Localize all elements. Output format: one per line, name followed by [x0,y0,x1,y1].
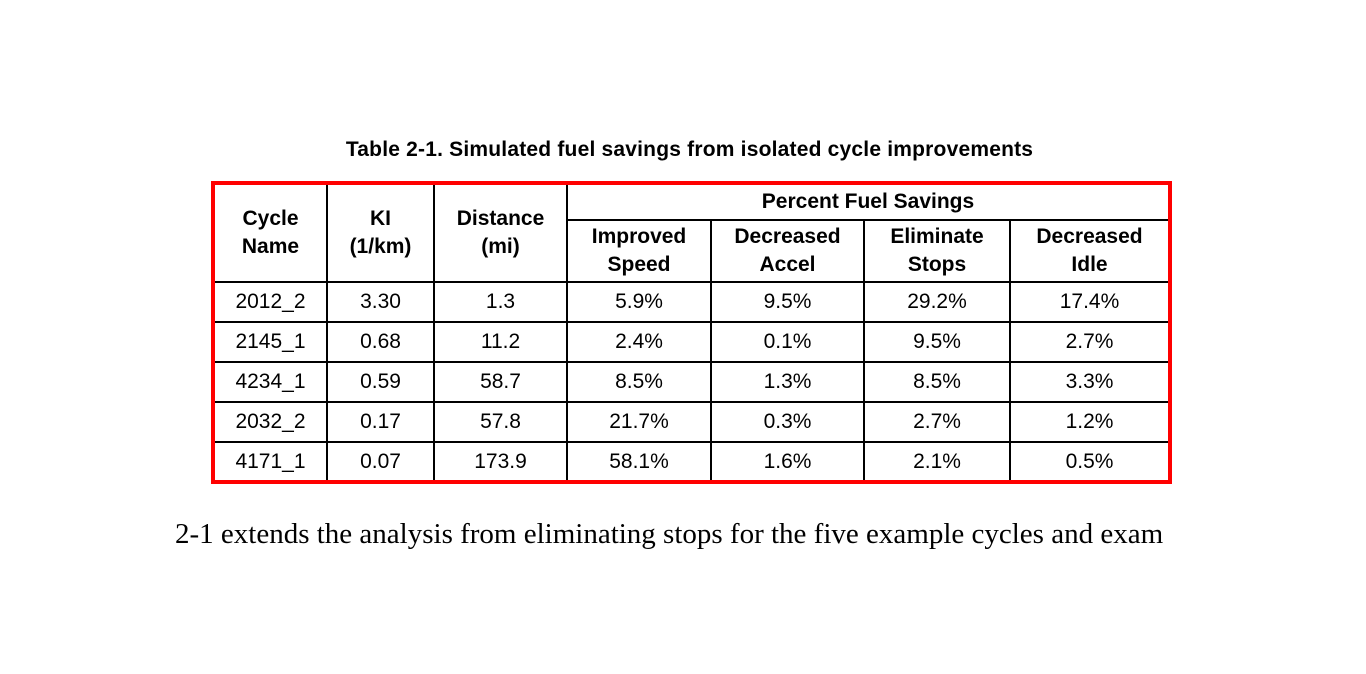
cell-cycle-name: 2145_1 [212,321,328,363]
table-row: 2012_2 3.30 1.3 5.9% 9.5% 29.2% 17.4% [212,281,1171,323]
cell-decreased-accel: 0.1% [710,321,865,363]
cell-distance: 58.7 [433,361,568,403]
fuel-savings-table: Cycle Name KI (1/km) Distance (mi) Perce… [211,181,1172,484]
cell-distance: 1.3 [433,281,568,323]
cell-improved-speed: 21.7% [566,401,712,443]
cell-eliminate-stops: 9.5% [863,321,1011,363]
cell-eliminate-stops: 2.1% [863,441,1011,483]
cell-decreased-accel: 1.3% [710,361,865,403]
header-row-top: Cycle Name KI (1/km) Distance (mi) Perce… [212,182,1171,283]
cell-cycle-name: 4234_1 [212,361,328,403]
cell-decreased-accel: 1.6% [710,441,865,483]
cell-ki: 3.30 [326,281,435,323]
table-row: 4234_1 0.59 58.7 8.5% 1.3% 8.5% 3.3% [212,361,1171,403]
cell-decreased-accel: 9.5% [710,281,865,323]
cell-improved-speed: 58.1% [566,441,712,483]
table-row: 4171_1 0.07 173.9 58.1% 1.6% 2.1% 0.5% [212,441,1171,483]
col-header-decreased-accel: Decreased Accel [710,219,865,283]
cell-decreased-idle: 1.2% [1009,401,1171,443]
cell-ki: 0.68 [326,321,435,363]
col-header-decreased-idle: Decreased Idle [1009,219,1171,283]
body-paragraph: 2-1 extends the analysis from eliminatin… [175,518,1164,550]
col-header-eliminate-stops: Eliminate Stops [863,219,1011,283]
cell-cycle-name: 4171_1 [212,441,328,483]
cell-ki: 0.07 [326,441,435,483]
col-header-ki: KI (1/km) [326,182,435,283]
cell-distance: 173.9 [433,441,568,483]
cell-eliminate-stops: 2.7% [863,401,1011,443]
header-row-sub: Improved Speed Decreased Accel Eliminate… [213,219,1171,283]
cell-ki: 0.17 [326,401,435,443]
col-header-cycle-name: Cycle Name [212,182,328,283]
col-header-improved-speed: Improved Speed [566,219,712,283]
col-header-distance: Distance (mi) [433,182,568,283]
cell-ki: 0.59 [326,361,435,403]
cell-decreased-idle: 0.5% [1009,441,1171,483]
cell-decreased-accel: 0.3% [710,401,865,443]
cell-decreased-idle: 3.3% [1009,361,1171,403]
cell-improved-speed: 5.9% [566,281,712,323]
cell-improved-speed: 2.4% [566,321,712,363]
cell-eliminate-stops: 29.2% [863,281,1011,323]
table-caption: Table 2-1. Simulated fuel savings from i… [345,138,1034,161]
table-row: 2032_2 0.17 57.8 21.7% 0.3% 2.7% 1.2% [212,401,1171,443]
cell-cycle-name: 2032_2 [212,401,328,443]
cell-cycle-name: 2012_2 [212,281,328,323]
cell-distance: 11.2 [433,321,568,363]
cell-decreased-idle: 2.7% [1009,321,1171,363]
cell-distance: 57.8 [433,401,568,443]
col-header-percent-fuel-savings: Percent Fuel Savings [566,182,1171,221]
cell-eliminate-stops: 8.5% [863,361,1011,403]
cell-decreased-idle: 17.4% [1009,281,1171,323]
cell-improved-speed: 8.5% [566,361,712,403]
table-row: 2145_1 0.68 11.2 2.4% 0.1% 9.5% 2.7% [212,321,1171,363]
